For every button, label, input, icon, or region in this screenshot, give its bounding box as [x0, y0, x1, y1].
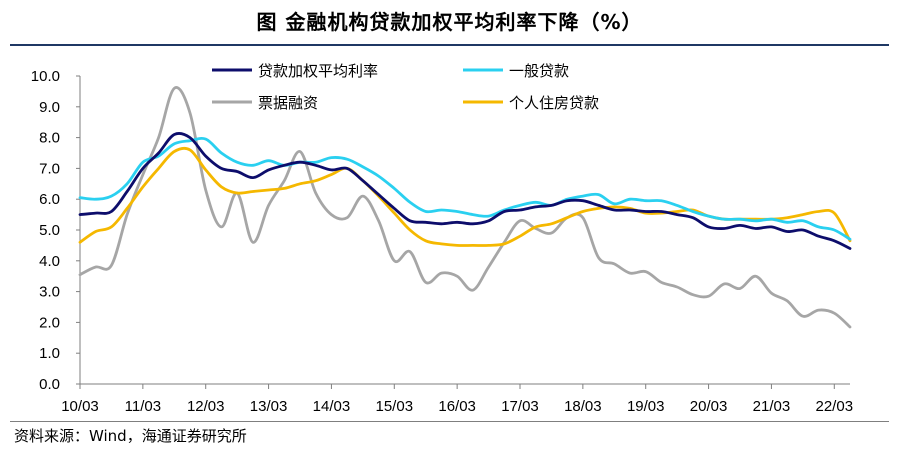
y-tick-label: 1.0 — [39, 345, 60, 362]
line-chart: 0.0 1.0 2.0 3.0 4.0 5.0 6.0 7.0 8.0 9.0 10.0 10/03 1… — [31, 63, 853, 415]
y-tick-label: 8.0 — [39, 130, 60, 147]
x-tick-label: 17/03 — [501, 398, 539, 415]
y-tick-label: 5.0 — [39, 222, 60, 239]
series-line-general-loan — [78, 136, 852, 241]
x-tick-label: 10/03 — [61, 398, 99, 415]
legend-label-housing-loan: 个人住房贷款 — [509, 95, 599, 112]
x-tick-label: 11/03 — [125, 398, 161, 415]
y-tick-label: 0.0 — [39, 376, 60, 393]
title-divider — [10, 44, 889, 46]
chart-axes: 0.0 1.0 2.0 3.0 4.0 5.0 6.0 7.0 8.0 9.0 10.0 10/03 1… — [31, 68, 853, 415]
title-bar: 图 金融机构贷款加权平均利率下降（%） — [0, 0, 899, 44]
y-tick-label: 4.0 — [39, 253, 60, 270]
y-tick-label: 6.0 — [39, 191, 60, 208]
y-tick-label: 9.0 — [39, 99, 60, 116]
x-tick-label: 18/03 — [564, 398, 602, 415]
x-tick-label: 22/03 — [816, 398, 854, 415]
series-line-weighted-avg — [78, 132, 852, 250]
chart-title: 图 金融机构贷款加权平均利率下降（%） — [256, 10, 643, 34]
x-tick-label: 15/03 — [376, 398, 414, 415]
y-tick-label: 10.0 — [31, 68, 60, 85]
x-tick-label: 20/03 — [690, 398, 728, 415]
x-tick-label: 14/03 — [313, 398, 351, 415]
legend-label-weighted-avg: 贷款加权平均利率 — [258, 63, 378, 80]
y-tick-label: 2.0 — [39, 314, 60, 331]
x-tick-label: 19/03 — [627, 398, 665, 415]
x-tick-label: 16/03 — [438, 398, 476, 415]
source-divider — [10, 421, 889, 422]
x-tick-label: 21/03 — [753, 398, 791, 415]
legend-label-general-loan: 一般贷款 — [509, 63, 569, 80]
x-tick-label: 12/03 — [187, 398, 225, 415]
source-note: 资料来源：Wind，海通证券研究所 — [14, 427, 247, 445]
y-tick-label: 7.0 — [39, 160, 60, 177]
x-tick-label: 13/03 — [250, 398, 288, 415]
legend-label-bill-financing: 票据融资 — [258, 95, 318, 112]
chart-series — [78, 86, 852, 329]
series-line-housing-loan — [78, 146, 852, 247]
series-line-bill-financing — [78, 86, 852, 329]
y-tick-label: 3.0 — [39, 284, 60, 301]
